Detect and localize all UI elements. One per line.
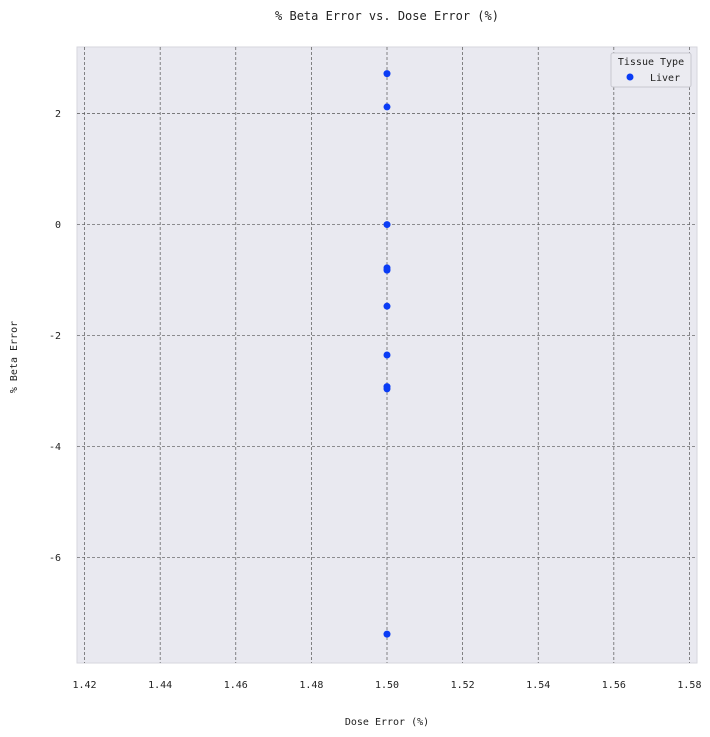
x-gridlines	[84, 47, 690, 663]
legend-entry-liver: Liver	[650, 73, 680, 84]
y-tick-labels: -6 -4 -2 0 2	[49, 109, 61, 564]
x-tick-label: 1.58	[677, 680, 701, 691]
x-tick-label: 1.42	[73, 680, 97, 691]
x-tick-label: 1.44	[148, 680, 172, 691]
x-tick-label: 1.50	[375, 680, 399, 691]
x-tick-labels: 1.42 1.44 1.46 1.48 1.50 1.52 1.54 1.56 1.58	[73, 680, 702, 691]
legend: Tissue Type Liver	[610, 52, 692, 88]
legend-title: Tissue Type	[618, 57, 684, 68]
legend-marker-liver	[626, 73, 634, 81]
data-points	[383, 70, 391, 638]
x-tick-label: 1.54	[526, 680, 550, 691]
data-point	[383, 103, 391, 111]
data-point	[383, 266, 391, 274]
data-point	[383, 70, 391, 78]
data-point	[383, 221, 391, 229]
data-point	[383, 630, 391, 638]
y-tick-label: -6	[49, 553, 61, 564]
x-axis-label: Dose Error (%)	[345, 717, 429, 728]
y-tick-label: -2	[49, 331, 61, 342]
chart-title: % Beta Error vs. Dose Error (%)	[275, 9, 499, 23]
y-tick-label: 0	[55, 220, 61, 231]
x-tick-label: 1.52	[451, 680, 475, 691]
x-tick-label: 1.46	[224, 680, 248, 691]
data-point	[383, 385, 391, 393]
x-tick-label: 1.48	[299, 680, 323, 691]
data-point	[383, 302, 391, 310]
x-tick-label: 1.56	[602, 680, 626, 691]
y-tick-label: 2	[55, 109, 61, 120]
y-axis-label: % Beta Error	[9, 321, 20, 393]
y-tick-label: -4	[49, 442, 61, 453]
data-point	[383, 351, 391, 359]
